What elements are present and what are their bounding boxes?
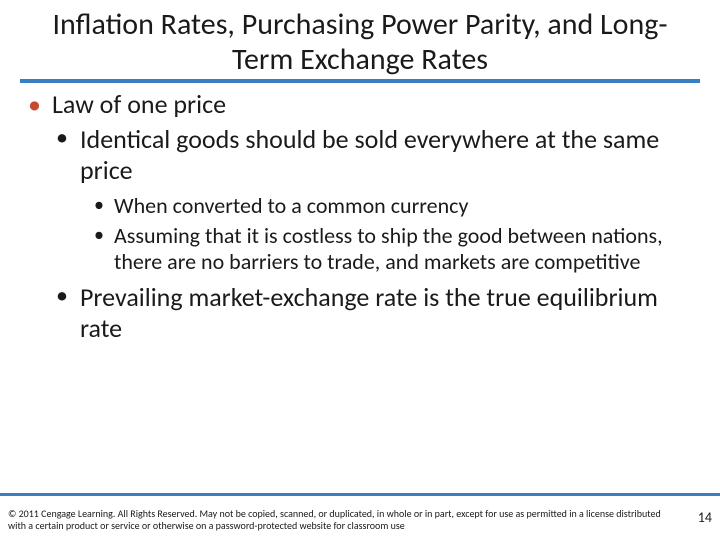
bullet-text: Assuming that it is costless to ship the… [114,222,663,275]
bullet-text: Identical goods should be sold everywher… [80,123,659,186]
slide-content: Law of one price Identical goods should … [20,89,700,344]
copyright-text: © 2011 Cengage Learning. All Rights Rese… [8,508,680,532]
bullet-lvl3-item: Assuming that it is costless to ship the… [92,223,700,276]
bullet-text: Law of one price [52,88,226,120]
bullet-text: Prevailing market-exchange rate is the t… [80,281,658,344]
bullet-lvl2-item: Prevailing market-exchange rate is the t… [52,282,700,344]
bullet-lvl1-item: Law of one price Identical goods should … [28,89,700,344]
footer-divider [0,493,720,496]
slide: Inflation Rates, Purchasing Power Parity… [0,0,720,540]
bullet-list-lvl2: Identical goods should be sold everywher… [52,124,700,344]
title-underline [20,79,700,83]
bullet-lvl3-item: When converted to a common currency [92,193,700,219]
bullet-list-lvl3: When converted to a common currency Assu… [92,193,700,276]
bullet-list-lvl1: Law of one price Identical goods should … [28,89,700,344]
bullet-text: When converted to a common currency [114,192,468,219]
page-number: 14 [698,509,712,526]
bullet-lvl2-item: Identical goods should be sold everywher… [52,124,700,276]
slide-title: Inflation Rates, Purchasing Power Parity… [20,8,700,79]
